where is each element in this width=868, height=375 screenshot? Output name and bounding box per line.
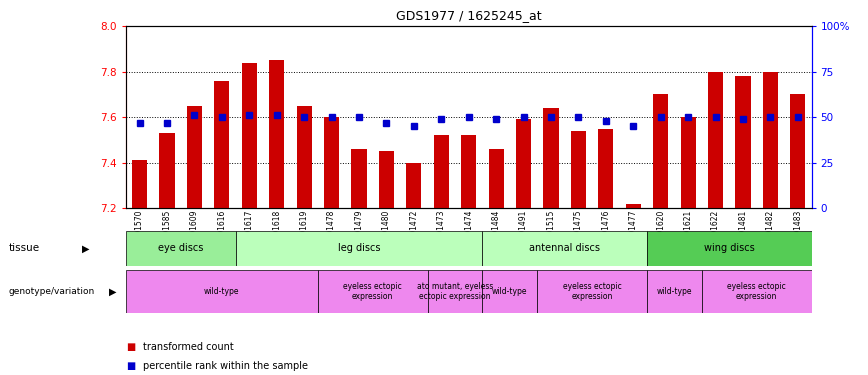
Text: genotype/variation: genotype/variation: [9, 287, 95, 296]
Bar: [160, 133, 174, 208]
Bar: [647, 231, 812, 266]
Text: tissue: tissue: [9, 243, 40, 254]
Bar: [626, 204, 641, 208]
Text: wild-type: wild-type: [492, 287, 528, 296]
Bar: [406, 163, 421, 208]
Text: eyeless ectopic
expression: eyeless ectopic expression: [344, 282, 402, 301]
Bar: [483, 231, 647, 266]
Bar: [489, 149, 503, 208]
Bar: [791, 94, 806, 208]
Bar: [379, 151, 394, 208]
Text: ■: ■: [126, 342, 135, 352]
Text: ▶: ▶: [108, 286, 116, 297]
Bar: [537, 270, 647, 313]
Bar: [702, 270, 812, 313]
Bar: [269, 60, 284, 208]
Text: GDS1977 / 1625245_at: GDS1977 / 1625245_at: [396, 9, 542, 22]
Bar: [324, 117, 339, 208]
Bar: [187, 106, 202, 208]
Bar: [126, 231, 235, 266]
Bar: [461, 135, 477, 208]
Bar: [428, 270, 483, 313]
Bar: [483, 270, 537, 313]
Bar: [516, 120, 531, 208]
Text: eye discs: eye discs: [158, 243, 203, 254]
Text: ▶: ▶: [82, 243, 90, 254]
Bar: [681, 117, 695, 208]
Text: antennal discs: antennal discs: [529, 243, 600, 254]
Bar: [132, 160, 147, 208]
Bar: [571, 131, 586, 208]
Bar: [434, 135, 449, 208]
Text: ato mutant, eyeless
ectopic expression: ato mutant, eyeless ectopic expression: [417, 282, 493, 301]
Bar: [647, 270, 702, 313]
Bar: [654, 94, 668, 208]
Bar: [352, 149, 366, 208]
Bar: [598, 129, 614, 208]
Text: wing discs: wing discs: [704, 243, 754, 254]
Text: wild-type: wild-type: [204, 287, 240, 296]
Bar: [708, 72, 723, 208]
Text: transformed count: transformed count: [143, 342, 234, 352]
Bar: [735, 76, 751, 208]
Bar: [126, 270, 318, 313]
Text: leg discs: leg discs: [338, 243, 380, 254]
Bar: [318, 270, 428, 313]
Bar: [214, 81, 229, 208]
Text: eyeless ectopic
expression: eyeless ectopic expression: [562, 282, 621, 301]
Bar: [242, 63, 257, 208]
Text: percentile rank within the sample: percentile rank within the sample: [143, 361, 308, 370]
Bar: [297, 106, 312, 208]
Bar: [235, 231, 483, 266]
Bar: [543, 108, 558, 208]
Text: wild-type: wild-type: [657, 287, 692, 296]
Bar: [763, 72, 778, 208]
Text: ■: ■: [126, 361, 135, 370]
Text: eyeless ectopic
expression: eyeless ectopic expression: [727, 282, 786, 301]
